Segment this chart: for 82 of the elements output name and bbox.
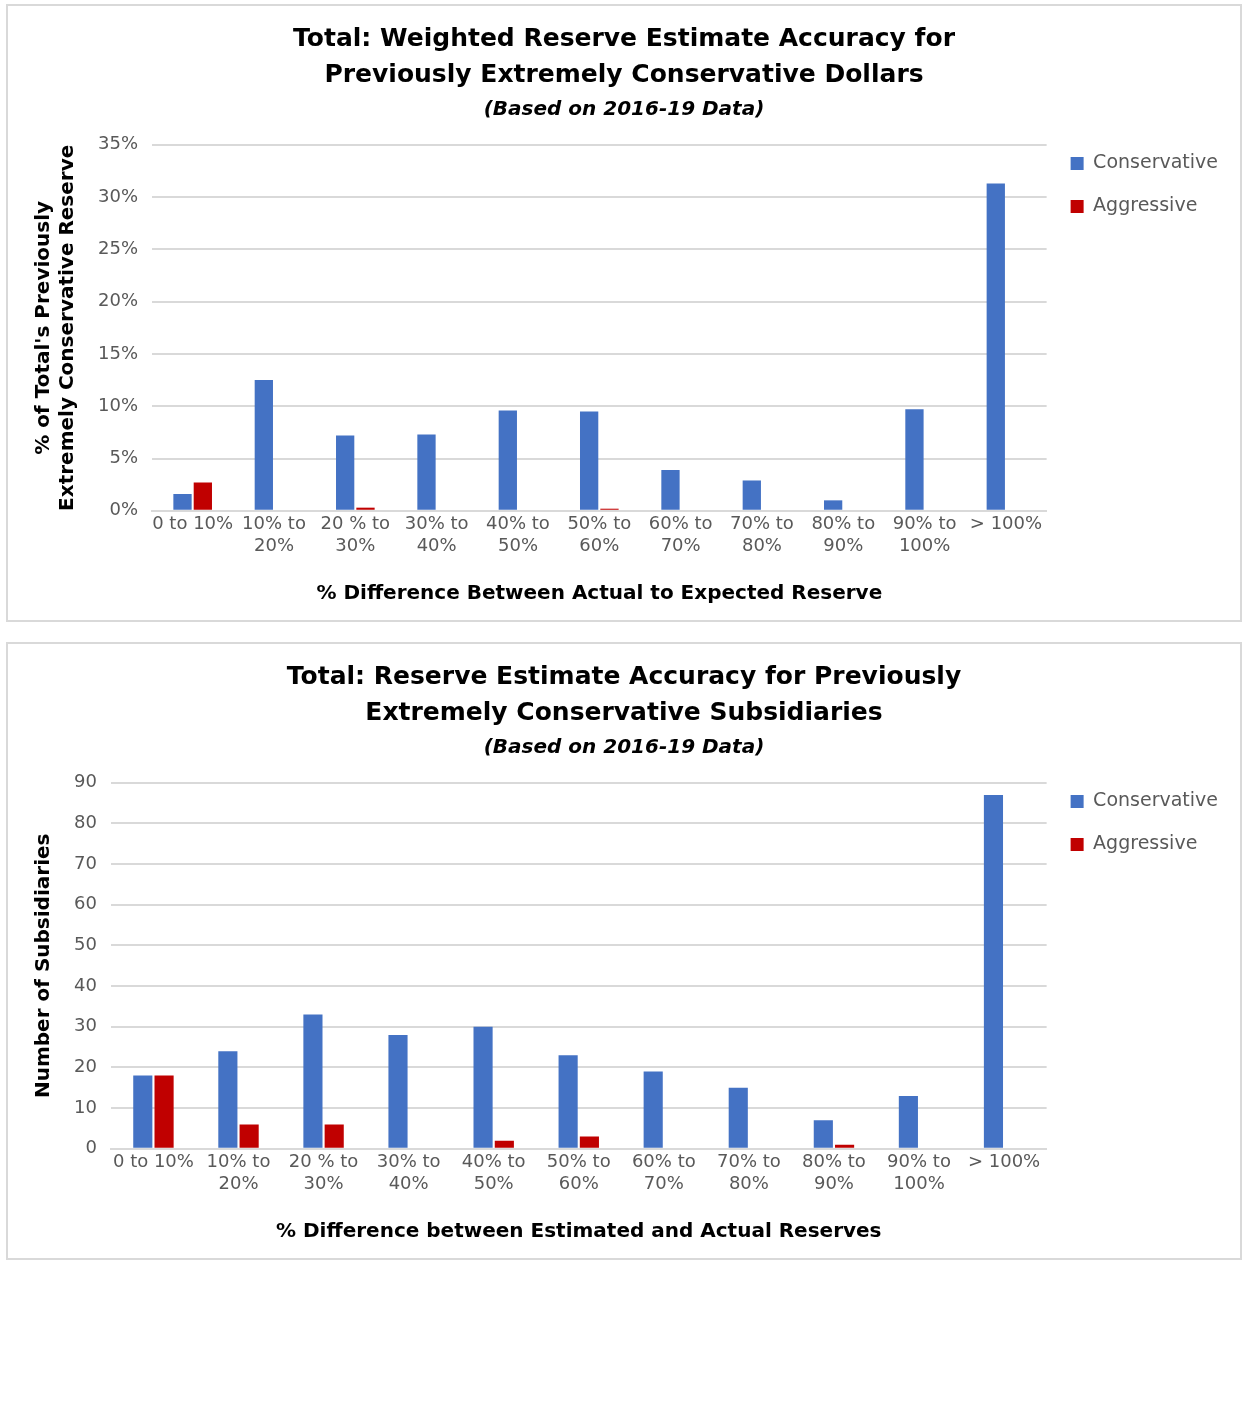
x-tick-label: 80% to 90% — [811, 512, 876, 555]
x-tick-label: 60% to 70% — [631, 1150, 696, 1193]
y-tick-label: 70 — [74, 851, 97, 873]
x-tick-label: > 100% — [967, 1150, 1041, 1172]
x-tick-label: 50% to 60% — [546, 1150, 611, 1193]
y-tick-label: 30% — [97, 184, 139, 206]
legend-label: Conservative — [1093, 788, 1219, 811]
y-tick-label: 5% — [109, 446, 139, 468]
bar — [303, 1014, 323, 1148]
x-tick-label: 10% to 20% — [242, 512, 306, 555]
x-tick-label: 40% to 50% — [486, 512, 550, 555]
x-tick-label: 30% to 40% — [376, 1150, 441, 1193]
x-tick-label: 80% to 90% — [802, 1150, 866, 1193]
bar — [983, 795, 1004, 1148]
bar — [742, 480, 761, 510]
bar — [579, 1136, 599, 1148]
bar — [417, 434, 436, 510]
bar — [661, 470, 680, 510]
chart-subtitle: (Based on 2016-19 Data) — [482, 734, 766, 758]
bar — [254, 380, 273, 510]
y-tick-label: 40 — [74, 973, 97, 995]
y-axis-title: % of Total's Previously Extremely Conservative Reserve — [30, 144, 79, 511]
x-tick-label: 0 to 10% — [112, 1150, 194, 1172]
y-tick-label: 30 — [74, 1014, 97, 1036]
y-tick-label: 0 — [85, 1136, 97, 1158]
x-tick-label: 70% to 80% — [716, 1150, 781, 1193]
bar — [643, 1071, 663, 1148]
chart-title: Total: Weighted Reserve Estimate Accuracy for Previously Extremely Conservative Dollars — [292, 22, 956, 90]
y-tick-label: 50 — [74, 933, 97, 955]
y-tick-label: 0% — [109, 498, 139, 520]
legend-label: Aggressive — [1093, 193, 1198, 216]
bar — [133, 1075, 153, 1148]
bar — [193, 482, 212, 510]
bar — [388, 1034, 408, 1148]
bar — [336, 435, 355, 510]
bar — [324, 1124, 344, 1148]
x-tick-label: 50% to 60% — [567, 512, 632, 555]
x-axis-title: % Difference Between Actual to Expected Reserve — [316, 580, 883, 605]
x-tick-label: 0 to 10% — [152, 512, 234, 534]
bar — [823, 500, 843, 510]
x-tick-label: 70% to 80% — [730, 512, 794, 555]
bar — [986, 183, 1005, 510]
x-tick-label: 30% to 40% — [404, 512, 469, 555]
y-tick-label: 10% — [97, 393, 139, 415]
y-tick-label: 60 — [74, 892, 97, 914]
x-tick-label: > 100% — [969, 512, 1043, 534]
x-tick-label: 90% to 100% — [892, 512, 957, 555]
x-tick-label: 10% to 20% — [206, 1150, 271, 1193]
bar — [173, 494, 192, 510]
bar — [218, 1051, 238, 1148]
legend-label: Conservative — [1093, 150, 1219, 173]
y-tick-label: 35% — [97, 132, 139, 154]
x-tick-label: 40% to 50% — [461, 1150, 526, 1193]
y-tick-label: 90 — [74, 770, 97, 792]
chart-subtitle: (Based on 2016-19 Data) — [482, 96, 766, 120]
y-tick-label: 25% — [97, 237, 139, 259]
x-tick-label: 20 % to 30% — [288, 1150, 359, 1193]
bar — [813, 1120, 833, 1148]
bar — [898, 1095, 918, 1148]
x-axis-title: % Difference between Estimated and Actual Reserves — [276, 1218, 882, 1243]
y-tick-label: 20% — [97, 289, 139, 311]
bar — [154, 1075, 174, 1148]
bar — [835, 1144, 855, 1148]
bar — [498, 410, 517, 510]
bar — [356, 507, 375, 510]
y-tick-label: 80 — [74, 811, 97, 833]
x-tick-label: 90% to 100% — [887, 1150, 951, 1193]
x-tick-label: 20 % to 30% — [320, 512, 391, 555]
bar — [239, 1124, 259, 1148]
y-tick-label: 20 — [74, 1055, 97, 1077]
y-tick-label: 15% — [97, 341, 139, 363]
x-tick-label: 60% to 70% — [648, 512, 713, 555]
legend-label: Aggressive — [1093, 831, 1198, 854]
bar — [905, 409, 924, 510]
bar — [580, 411, 599, 510]
y-axis-title: Number of Subsidiaries — [30, 833, 55, 1099]
bar — [494, 1140, 514, 1148]
bar — [473, 1026, 493, 1148]
bar — [728, 1087, 748, 1148]
chart-title: Total: Reserve Estimate Accuracy for Previously Extremely Conservative Subsidiaries — [285, 660, 963, 728]
y-tick-label: 10 — [74, 1095, 97, 1117]
bar — [558, 1055, 578, 1148]
